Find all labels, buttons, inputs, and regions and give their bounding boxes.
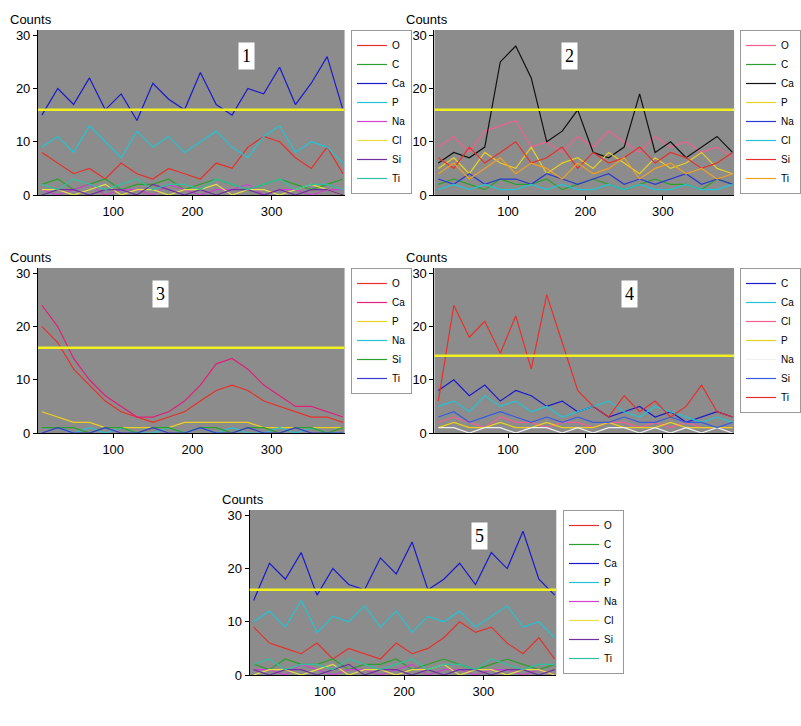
svg-text:100: 100 [497,442,519,457]
svg-text:P: P [781,97,788,108]
svg-text:20: 20 [412,319,426,334]
svg-text:C: C [781,278,788,289]
svg-text:1: 1 [242,46,251,66]
svg-text:300: 300 [261,442,283,457]
svg-text:Counts: Counts [406,250,448,265]
svg-text:Si: Si [781,154,790,165]
svg-text:P: P [604,577,611,588]
svg-text:30: 30 [16,28,30,43]
svg-text:100: 100 [497,204,519,219]
svg-text:0: 0 [420,426,427,441]
svg-text:300: 300 [652,204,674,219]
svg-text:O: O [392,40,400,51]
svg-text:Counts: Counts [222,492,264,507]
svg-text:10: 10 [228,614,242,629]
svg-text:30: 30 [412,266,426,281]
svg-text:10: 10 [412,134,426,149]
svg-text:P: P [392,316,399,327]
svg-text:P: P [781,335,788,346]
svg-text:Ti: Ti [781,392,789,403]
svg-text:Ti: Ti [781,173,789,184]
svg-text:Ca: Ca [392,78,405,89]
svg-text:300: 300 [652,442,674,457]
svg-text:Cl: Cl [392,135,401,146]
svg-text:20: 20 [412,81,426,96]
svg-text:C: C [392,59,399,70]
svg-text:200: 200 [182,204,204,219]
svg-text:Si: Si [392,154,401,165]
svg-text:100: 100 [102,204,124,219]
svg-text:Si: Si [392,354,401,365]
svg-text:30: 30 [228,508,242,523]
svg-text:0: 0 [23,426,30,441]
svg-text:Na: Na [781,116,794,127]
svg-text:Cl: Cl [781,135,790,146]
svg-text:0: 0 [420,188,427,203]
svg-text:Ti: Ti [392,373,400,384]
svg-text:Na: Na [604,596,617,607]
svg-text:Ca: Ca [604,558,617,569]
svg-text:30: 30 [412,28,426,43]
svg-text:10: 10 [16,134,30,149]
svg-text:Ca: Ca [392,297,405,308]
svg-text:200: 200 [182,442,204,457]
svg-text:10: 10 [16,372,30,387]
svg-text:20: 20 [16,319,30,334]
svg-text:300: 300 [473,684,495,699]
svg-text:4: 4 [625,284,634,304]
svg-text:Cl: Cl [604,615,613,626]
svg-text:20: 20 [228,561,242,576]
svg-text:O: O [392,278,400,289]
svg-text:Ti: Ti [604,653,612,664]
svg-text:5: 5 [475,526,484,546]
svg-text:20: 20 [16,81,30,96]
svg-text:Ca: Ca [781,78,794,89]
svg-text:O: O [781,40,789,51]
svg-text:0: 0 [235,668,242,683]
svg-text:2: 2 [565,46,574,66]
svg-text:0: 0 [23,188,30,203]
svg-text:200: 200 [575,204,597,219]
svg-text:O: O [604,520,612,531]
svg-text:Cl: Cl [781,316,790,327]
svg-text:200: 200 [393,684,415,699]
svg-text:C: C [604,539,611,550]
svg-text:200: 200 [575,442,597,457]
svg-text:Si: Si [604,634,613,645]
svg-text:30: 30 [16,266,30,281]
svg-text:100: 100 [314,684,336,699]
svg-text:100: 100 [102,442,124,457]
svg-text:300: 300 [261,204,283,219]
svg-text:C: C [781,59,788,70]
svg-text:Ti: Ti [392,173,400,184]
svg-text:P: P [392,97,399,108]
svg-text:Counts: Counts [10,250,52,265]
svg-text:Na: Na [781,354,794,365]
svg-text:Si: Si [781,373,790,384]
svg-text:3: 3 [156,284,165,304]
svg-text:10: 10 [412,372,426,387]
svg-text:Na: Na [392,116,405,127]
svg-text:Ca: Ca [781,297,794,308]
svg-text:Counts: Counts [406,12,448,27]
svg-text:Counts: Counts [10,12,52,27]
svg-text:Na: Na [392,335,405,346]
